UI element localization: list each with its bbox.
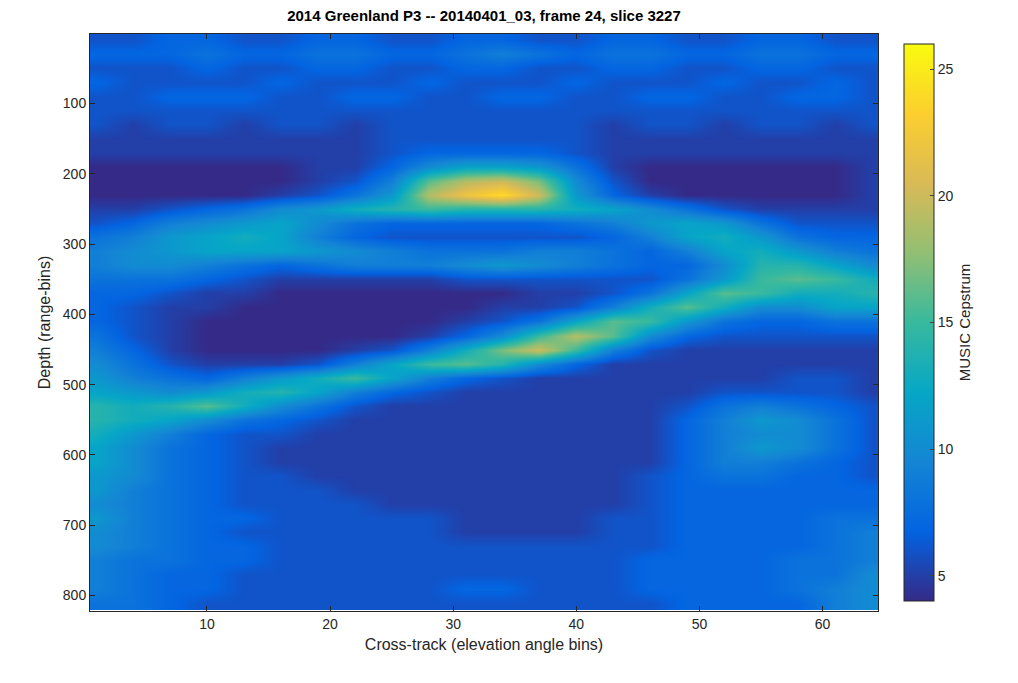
svg-text:40: 40 — [569, 616, 585, 632]
svg-text:600: 600 — [63, 447, 87, 463]
svg-text:Cross-track (elevation angle b: Cross-track (elevation angle bins) — [365, 636, 603, 653]
svg-text:15: 15 — [938, 314, 954, 330]
svg-text:25: 25 — [938, 61, 954, 77]
svg-text:Depth (range-bins): Depth (range-bins) — [36, 256, 53, 389]
svg-text:300: 300 — [63, 236, 87, 252]
svg-text:2014 Greenland P3 -- 20140401_: 2014 Greenland P3 -- 20140401_03, frame … — [287, 7, 681, 24]
svg-text:20: 20 — [938, 188, 954, 204]
svg-text:500: 500 — [63, 377, 87, 393]
svg-text:10: 10 — [938, 441, 954, 457]
svg-text:100: 100 — [63, 95, 87, 111]
svg-text:200: 200 — [63, 166, 87, 182]
svg-text:60: 60 — [815, 616, 831, 632]
svg-text:50: 50 — [692, 616, 708, 632]
svg-text:700: 700 — [63, 517, 87, 533]
svg-text:5: 5 — [938, 568, 946, 584]
svg-text:30: 30 — [445, 616, 461, 632]
svg-text:10: 10 — [199, 616, 215, 632]
svg-text:20: 20 — [322, 616, 338, 632]
svg-text:MUSIC Cepstrum: MUSIC Cepstrum — [956, 264, 973, 382]
svg-text:800: 800 — [63, 587, 87, 603]
svg-text:400: 400 — [63, 306, 87, 322]
